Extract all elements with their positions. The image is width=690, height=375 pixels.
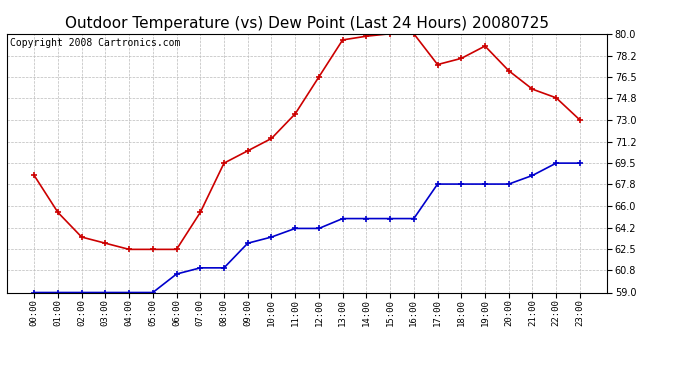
Text: Copyright 2008 Cartronics.com: Copyright 2008 Cartronics.com xyxy=(10,38,180,48)
Title: Outdoor Temperature (vs) Dew Point (Last 24 Hours) 20080725: Outdoor Temperature (vs) Dew Point (Last… xyxy=(65,16,549,31)
